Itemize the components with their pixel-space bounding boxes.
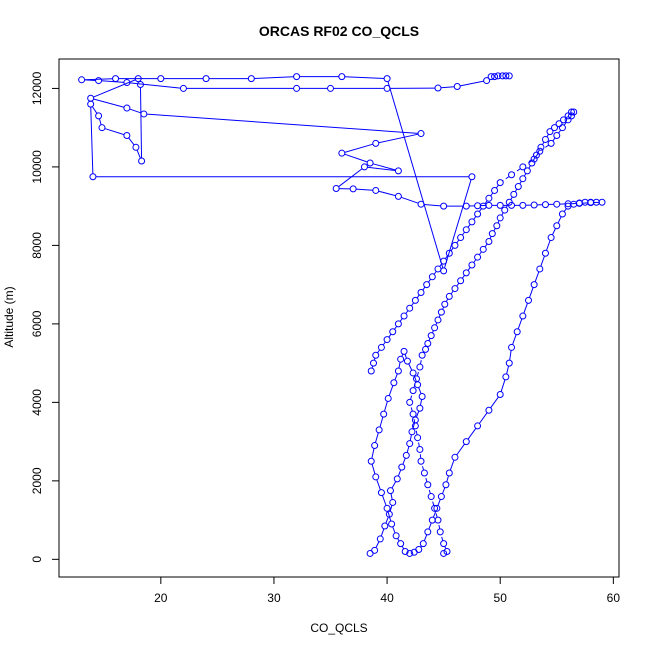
x-tick-label: 30: [267, 591, 281, 605]
x-tick-label: 60: [607, 591, 621, 605]
y-tick-label: 2000: [30, 467, 44, 494]
x-tick-label: 20: [154, 591, 168, 605]
x-tick-label: 40: [380, 591, 394, 605]
y-tick-label: 6000: [30, 310, 44, 337]
x-tick-label: 50: [494, 591, 508, 605]
y-tick-label: 10000: [30, 150, 44, 184]
y-tick-label: 12000: [30, 71, 44, 105]
series-segment: [85, 80, 96, 81]
y-axis-label: Altitude (m): [2, 286, 16, 347]
y-tick-label: 4000: [30, 389, 44, 416]
x-axis-label: CO_QCLS: [310, 621, 367, 635]
chart-title: ORCAS RF02 CO_QCLS: [259, 23, 419, 39]
y-tick-label: 0: [30, 556, 44, 563]
y-tick-label: 8000: [30, 232, 44, 259]
